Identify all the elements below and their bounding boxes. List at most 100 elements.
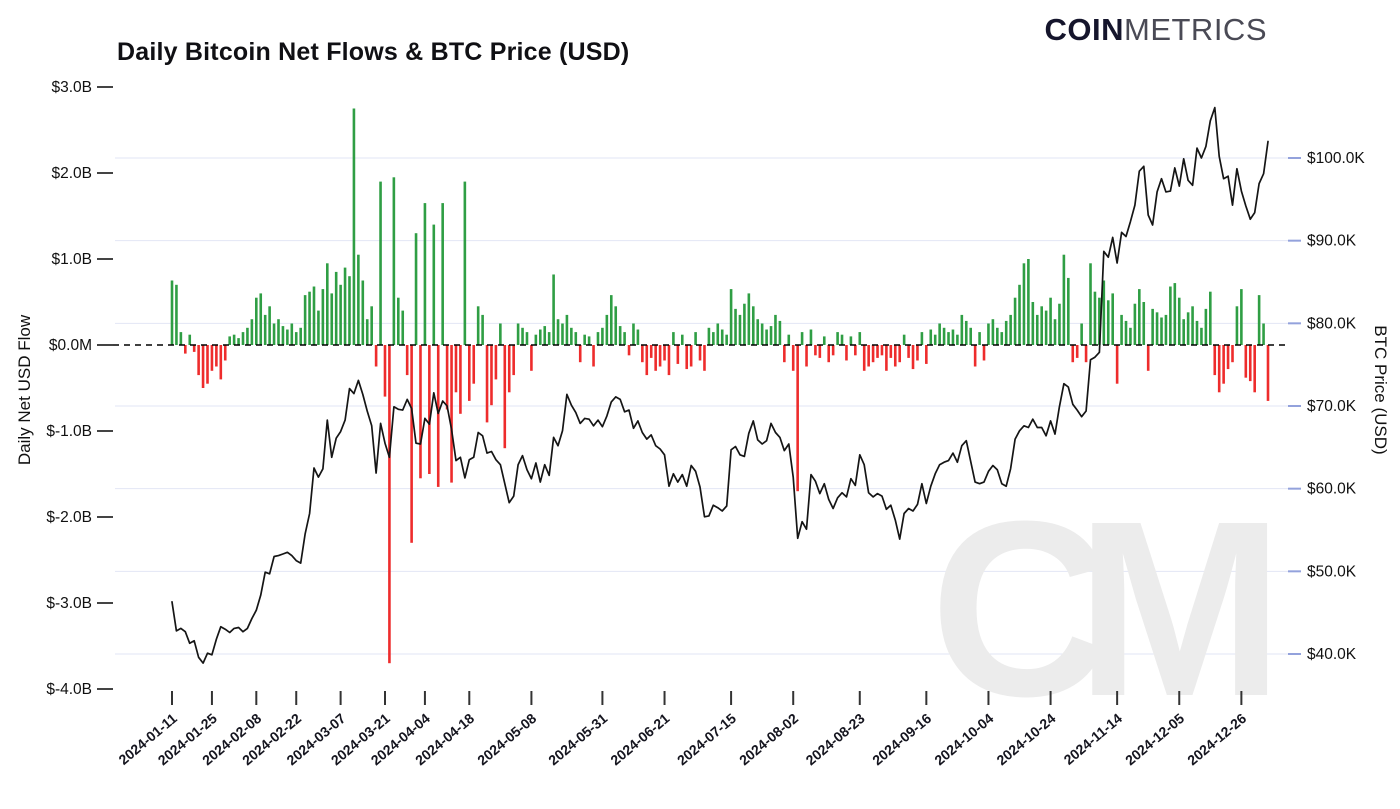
flow-bar <box>428 345 431 474</box>
flow-bar <box>232 334 236 345</box>
flow-bar <box>530 345 533 371</box>
left-axis-ticks: $3.0B $2.0B $1.0B $0.0M $-1.0B $-2.0B $-3.0B $-… <box>46 79 113 698</box>
flow-bar <box>760 323 764 345</box>
flow-bar <box>1204 308 1208 345</box>
flow-bar <box>463 181 467 345</box>
flow-bar <box>663 345 666 361</box>
flow-bar <box>623 332 626 345</box>
flow-bar <box>294 332 298 345</box>
flow-bar <box>969 327 973 345</box>
flow-bar <box>525 332 529 345</box>
flow-bar <box>898 345 902 363</box>
flow-bar <box>1191 306 1194 345</box>
flow-bar <box>916 345 919 361</box>
flow-bar <box>490 345 493 406</box>
flow-bar <box>454 345 458 393</box>
flow-bar <box>592 345 595 367</box>
flow-bar <box>1200 327 1203 345</box>
flow-bar <box>676 345 680 364</box>
flow-bar <box>641 345 644 363</box>
flow-bar <box>1106 300 1110 345</box>
flow-bar <box>184 345 187 354</box>
flow-bar <box>1262 323 1265 345</box>
flow-bar <box>552 274 555 345</box>
flow-bar <box>330 293 334 345</box>
flow-bar <box>1151 308 1154 345</box>
logo-metrics: METRICS <box>1124 12 1267 47</box>
flow-bar <box>481 314 484 345</box>
flow-bar <box>1138 289 1141 345</box>
flow-bar <box>1129 327 1132 345</box>
flow-bar <box>543 326 547 345</box>
flow-bar <box>596 332 600 345</box>
flow-bar <box>973 345 977 367</box>
flow-bar <box>947 332 950 345</box>
flow-bar <box>1231 345 1234 363</box>
flow-bar <box>1053 319 1057 345</box>
left-axis-tick-label: $0.0M <box>49 337 92 354</box>
flow-bar <box>964 320 968 345</box>
flow-bar <box>1075 345 1079 358</box>
flow-bar <box>574 332 578 345</box>
right-axis-tick-label: $50.0K <box>1307 563 1357 580</box>
flow-bar <box>1098 297 1101 345</box>
flow-bar <box>485 345 489 423</box>
flow-bar <box>778 320 782 345</box>
flow-bar <box>987 323 990 345</box>
flow-bar <box>902 334 906 345</box>
flow-bar <box>1226 345 1230 370</box>
chart-title: Daily Bitcoin Net Flows & BTC Price (USD… <box>117 38 630 66</box>
flow-bar <box>370 306 373 345</box>
flow-bar <box>951 329 955 345</box>
flow-bar <box>308 291 311 345</box>
flow-bar <box>751 306 755 345</box>
flow-bar <box>565 314 569 345</box>
x-axis-tick-label: 2024-08-02 <box>736 710 801 768</box>
flow-bar <box>814 345 817 356</box>
flow-bar <box>272 323 276 345</box>
flow-bar <box>871 345 875 363</box>
flow-bar <box>1071 345 1075 363</box>
flow-bar <box>459 345 462 414</box>
flow-bar <box>929 329 933 345</box>
flow-bars <box>170 108 1270 664</box>
flow-bar <box>472 345 476 384</box>
left-axis-tick-label: $-3.0B <box>46 595 92 612</box>
flow-bar <box>698 345 702 361</box>
flow-bar <box>893 345 897 367</box>
flow-bar <box>383 345 387 397</box>
flow-bar <box>854 345 857 356</box>
flow-bar <box>654 345 657 371</box>
flow-bar <box>206 345 209 384</box>
flow-bar <box>188 334 192 345</box>
flow-bar <box>1173 283 1177 345</box>
flow-bar <box>796 345 799 492</box>
flow-bar <box>410 345 413 543</box>
flow-bar <box>725 334 728 345</box>
flow-bar <box>1004 320 1008 345</box>
flow-bar <box>587 336 591 345</box>
flow-bar <box>805 345 808 367</box>
x-axis-tick-label: 2024-05-31 <box>545 710 610 768</box>
flow-bar <box>388 345 391 664</box>
flow-bar <box>312 286 316 345</box>
flow-bar <box>743 303 746 345</box>
flow-bar <box>250 319 254 345</box>
flow-bar <box>1209 291 1212 345</box>
flow-bar <box>223 345 227 361</box>
flow-bar <box>1182 319 1185 345</box>
flow-bar <box>712 332 715 345</box>
flow-bar <box>605 314 609 345</box>
flow-bar <box>818 345 822 358</box>
flow-bar <box>738 314 742 345</box>
flow-bar <box>228 336 231 345</box>
flow-bar <box>672 332 675 345</box>
flow-bar <box>1235 306 1239 345</box>
flow-bar <box>862 345 866 371</box>
flow-bar <box>867 345 870 367</box>
flow-bar <box>632 323 635 345</box>
flow-bar <box>791 345 795 371</box>
x-axis-tick-label: 2024-08-23 <box>803 710 868 768</box>
flow-bar <box>1133 303 1137 345</box>
flow-bar <box>991 319 995 345</box>
